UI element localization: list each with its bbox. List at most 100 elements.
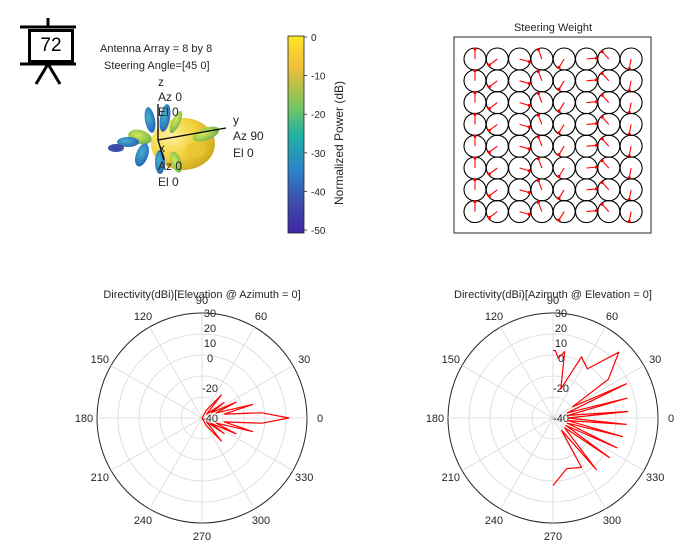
- phasor-arrow: [628, 146, 632, 157]
- phasor-tip: [473, 91, 477, 95]
- phasor-arrow: [488, 102, 498, 110]
- phasor-arrow: [586, 79, 597, 82]
- phasor-tip: [536, 91, 540, 95]
- phasor-arrow: [537, 136, 543, 147]
- polar-radial-tick: 0: [207, 353, 213, 365]
- phasor-arrow: [601, 51, 610, 60]
- phasor-tip: [557, 87, 561, 91]
- phasor-tip: [487, 107, 491, 111]
- phasor-tip: [487, 150, 491, 154]
- phasor-tip: [473, 69, 477, 73]
- phasor-arrow: [537, 114, 543, 125]
- slide-number: 72: [40, 35, 62, 56]
- phasor-arrow: [488, 123, 498, 131]
- polar-radial-tick: 20: [204, 323, 216, 335]
- phasor-arrow: [628, 189, 632, 200]
- polar-angle-tick: 30: [298, 354, 310, 366]
- phasor-tip: [627, 219, 631, 224]
- phasor-arrow: [601, 160, 610, 169]
- phasor-arrow: [488, 211, 498, 219]
- phasor-arrow: [586, 144, 597, 147]
- presentation-board-icon: [20, 18, 76, 85]
- phasor-arrow: [537, 93, 543, 103]
- phasor-arrow: [601, 73, 610, 82]
- phasor-arrow: [488, 58, 498, 66]
- phasor-arrow: [586, 57, 597, 60]
- phasor-arrow: [601, 203, 610, 212]
- colorbar-gradient: [287, 35, 305, 234]
- axis-y-az: Az 90: [233, 129, 264, 143]
- phasor-tip: [473, 47, 477, 51]
- polar-angle-tick: 300: [603, 515, 621, 527]
- phasor-tip: [557, 218, 561, 222]
- phasor-arrow: [488, 145, 498, 153]
- colorbar-label: Normalized Power (dB): [332, 81, 346, 205]
- phasor-tip: [557, 109, 561, 113]
- phasor-tip: [527, 147, 531, 151]
- polar-radial-tick: 30: [555, 308, 567, 320]
- phasor-arrow: [601, 94, 610, 103]
- phasor-arrow: [628, 167, 632, 178]
- phasor-arrow: [519, 80, 530, 85]
- phasor-arrow: [537, 180, 543, 190]
- polar-angle-tick: 240: [134, 515, 152, 527]
- phasor-arrow: [558, 167, 565, 177]
- phasor-tip: [600, 202, 604, 206]
- phasor-arrow: [601, 138, 610, 147]
- phasor-arrow: [586, 122, 597, 125]
- phasor-tip: [536, 157, 540, 161]
- polar-angle-tick: 330: [295, 472, 313, 484]
- polar-angle-tick: 210: [442, 472, 460, 484]
- polar-angle-tick: 0: [668, 413, 674, 425]
- polar-spoke: [149, 326, 203, 419]
- phasor-arrow: [558, 124, 565, 134]
- polar-angle-tick: 60: [255, 311, 267, 323]
- phasor-arrow: [601, 182, 610, 191]
- steering-weight-elements: [463, 47, 643, 224]
- phasor-arrow: [586, 210, 597, 213]
- polar-spoke: [201, 365, 294, 419]
- axis-z-label: z: [158, 75, 164, 89]
- phasor-arrow: [488, 167, 498, 175]
- phasor-tip: [473, 200, 477, 204]
- phasor-tip: [536, 69, 540, 74]
- colorbar-tick-label: -20: [311, 110, 326, 121]
- polar-angle-tick: 180: [75, 413, 93, 425]
- colorbar: 0 -10 -20 -30 -40 -50 Normalized Power (dB): [287, 33, 346, 237]
- polar-angle-tick: 270: [193, 531, 211, 543]
- phasor-tip: [473, 178, 477, 182]
- phasor-tip: [473, 156, 477, 160]
- polar-spoke: [461, 365, 554, 419]
- phasor-tip: [600, 49, 604, 54]
- axis-z-az: Az 0: [158, 90, 182, 104]
- polar-chart-azimuth: Directivity(dBi)[Azimuth @ Elevation = 0…: [426, 289, 674, 543]
- phasor-tip: [487, 85, 491, 89]
- polar-spoke: [201, 326, 255, 419]
- steering-weight-axes: [453, 36, 652, 234]
- colorbar-tick-label: -10: [311, 72, 326, 83]
- polar-chart-elevation: Directivity(dBi)[Elevation @ Azimuth = 0…: [75, 289, 323, 543]
- polar-radial-tick: 10: [204, 338, 216, 350]
- axis-y-label: y: [233, 113, 239, 127]
- polar-spoke: [149, 417, 203, 510]
- phasor-arrow: [488, 80, 498, 88]
- polar-angle-tick: 120: [134, 311, 152, 323]
- phasor-arrow: [586, 188, 597, 191]
- phasor-tip: [600, 93, 604, 97]
- phasor-tip: [527, 125, 531, 129]
- axis-y-el: El 0: [233, 146, 254, 160]
- phasor-arrow: [537, 49, 543, 60]
- axis-x-el: El 0: [158, 175, 179, 189]
- phasor-tip: [600, 137, 604, 141]
- polar-angle-tick: 240: [485, 515, 503, 527]
- pattern3d-axes: [157, 104, 227, 161]
- phasor-arrow: [537, 158, 543, 169]
- phasor-tip: [536, 200, 540, 204]
- polar-angle-tick: 150: [91, 354, 109, 366]
- directivity-trace: [201, 394, 290, 442]
- phasor-tip: [487, 128, 491, 133]
- axis-x-label: x: [159, 141, 165, 155]
- phasor-arrow: [488, 189, 498, 197]
- phasor-tip: [487, 172, 491, 176]
